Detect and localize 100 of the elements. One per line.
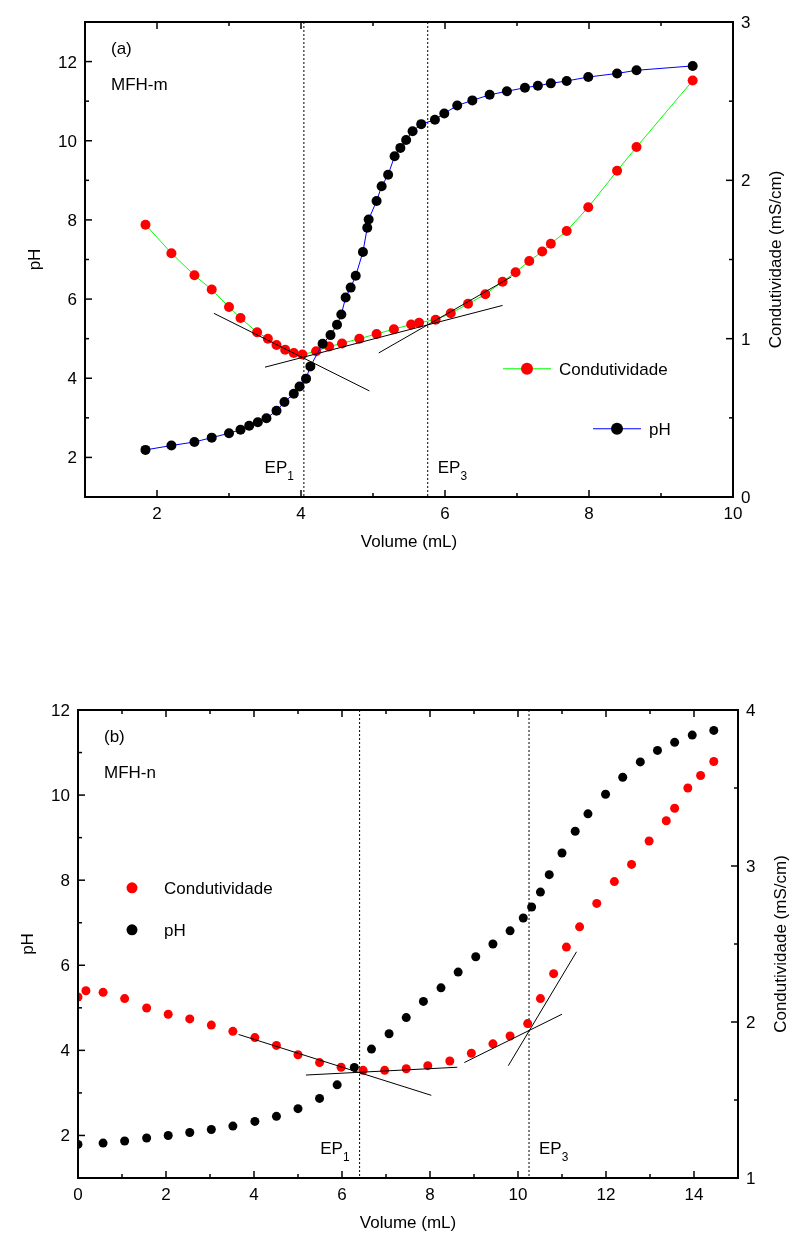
point [618, 772, 628, 782]
point [389, 151, 400, 162]
y-tick-label: 2 [67, 448, 77, 468]
x-tick-label: 6 [440, 504, 450, 523]
point [244, 420, 255, 431]
point [235, 424, 246, 435]
point [501, 86, 512, 97]
point [81, 986, 91, 996]
point [384, 1029, 394, 1039]
point [488, 1039, 498, 1049]
point [140, 444, 151, 455]
point [452, 100, 463, 111]
point [228, 1026, 238, 1036]
y-tick-label: 6 [60, 956, 70, 976]
y2-tick-label: 2 [741, 171, 751, 191]
point [583, 72, 594, 83]
point [549, 969, 559, 979]
annotation: MFH-n [104, 763, 156, 782]
point [631, 142, 642, 153]
x-axis-title: Volume (mL) [360, 532, 458, 551]
point [301, 373, 312, 384]
point [98, 1138, 108, 1148]
legend-label: pH [649, 419, 671, 439]
point [445, 1056, 455, 1066]
annotation: (b) [104, 727, 125, 746]
point [505, 926, 515, 936]
point [612, 165, 623, 176]
y-axis-title: pH [18, 933, 37, 955]
point [488, 939, 498, 949]
x-tick-label: 2 [161, 1185, 171, 1204]
y2-tick-label: 0 [741, 488, 751, 507]
point [206, 1125, 216, 1134]
point [120, 1136, 130, 1146]
point [185, 1127, 195, 1137]
point [332, 1080, 342, 1090]
x-tick-label: 8 [584, 504, 594, 523]
x-tick-label: 6 [337, 1185, 347, 1204]
point [418, 996, 428, 1006]
point [407, 126, 418, 137]
point [545, 238, 556, 249]
point [532, 80, 543, 91]
point [436, 983, 446, 993]
point [206, 1020, 216, 1030]
point [609, 877, 619, 887]
x-tick-label: 0 [73, 1185, 83, 1204]
point [294, 381, 305, 392]
y2-axis-title: Condutividade (mS/cm) [771, 855, 790, 1033]
ref-line-label: EP$_{3}$ [539, 1139, 569, 1164]
point [336, 309, 347, 320]
point [325, 330, 336, 341]
x-tick-label: 4 [249, 1185, 259, 1204]
point [561, 226, 572, 236]
point [687, 60, 698, 71]
point [661, 816, 671, 826]
point [583, 809, 593, 819]
point [429, 114, 440, 125]
point [518, 913, 528, 923]
point [484, 89, 495, 100]
point [557, 848, 567, 858]
point [631, 65, 642, 76]
annotation: MFH-m [111, 75, 168, 94]
point [371, 195, 382, 206]
point [163, 1130, 173, 1140]
point [140, 219, 151, 230]
point [142, 1133, 152, 1143]
point [519, 82, 530, 93]
point [98, 987, 108, 997]
y-tick-label: 12 [58, 52, 77, 72]
point [687, 75, 698, 86]
point [439, 108, 450, 119]
point [120, 994, 130, 1004]
y-tick-label: 4 [67, 369, 77, 389]
point [224, 302, 234, 312]
point [652, 745, 662, 755]
point [224, 428, 234, 439]
y-tick-label: 8 [67, 210, 77, 230]
x-tick-label: 8 [425, 1185, 435, 1204]
point [527, 902, 537, 912]
y2-tick-label: 1 [746, 1169, 756, 1188]
point [644, 836, 654, 846]
point [709, 756, 719, 766]
y-tick-label: 10 [58, 131, 77, 151]
y2-tick-label: 1 [741, 329, 751, 349]
y-axis-title: pH [25, 248, 44, 271]
point [235, 313, 246, 324]
point [288, 388, 299, 399]
x-tick-label: 2 [152, 504, 162, 523]
point [670, 737, 680, 747]
point [575, 922, 585, 932]
point [362, 222, 373, 233]
point [635, 757, 645, 767]
point [523, 1019, 533, 1029]
point [535, 887, 545, 897]
point [395, 142, 406, 153]
y2-tick-label: 3 [746, 857, 756, 876]
x-axis-title: Volume (mL) [359, 1213, 457, 1232]
ref-line-label: EP$_{1}$ [320, 1139, 350, 1164]
point [252, 417, 263, 428]
point [166, 440, 177, 451]
point [250, 1116, 260, 1126]
